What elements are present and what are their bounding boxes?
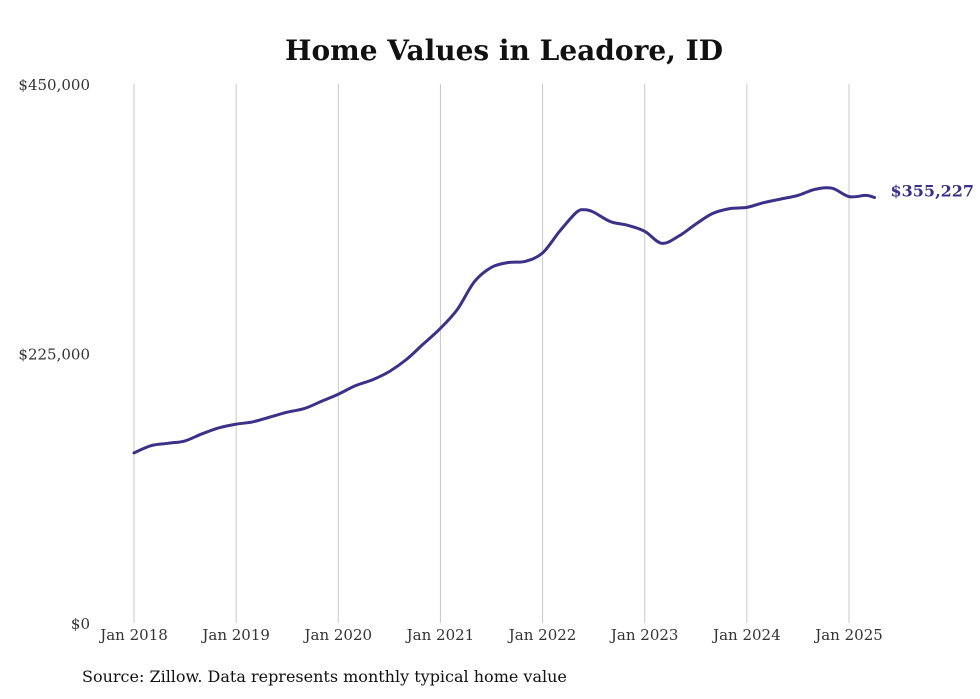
x-tick-label: Jan 2018 [98,626,168,644]
source-note: Source: Zillow. Data represents monthly … [82,667,567,686]
series-line [132,186,876,455]
x-tick-label: Jan 2024 [711,626,781,644]
gridlines [133,84,850,623]
x-tick-label: Jan 2023 [609,626,679,644]
x-tick-label: Jan 2020 [303,626,373,644]
end-value-label: $355,227 [891,182,975,201]
y-tick-label: $0 [71,615,90,633]
chart-title: Home Values in Leadore, ID [285,34,723,67]
series-layer [132,186,876,455]
x-tick-label: Jan 2021 [405,626,475,644]
x-axis: Jan 2018 Jan 2019 Jan 2020 Jan 2021 Jan 2022… [98,626,883,644]
y-axis: $0 $225,000 $450,000 [18,76,90,633]
y-tick-label: $450,000 [18,76,90,94]
x-tick-label: Jan 2022 [507,626,577,644]
x-tick-label: Jan 2019 [200,626,270,644]
x-tick-label: Jan 2025 [813,626,883,644]
y-tick-label: $225,000 [18,346,90,364]
